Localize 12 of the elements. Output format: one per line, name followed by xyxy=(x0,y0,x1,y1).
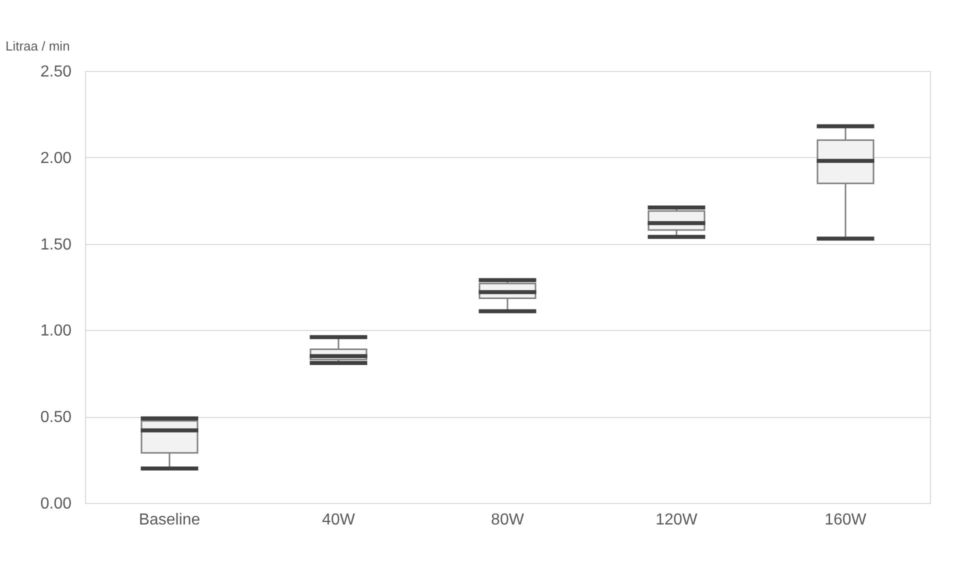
y-tick-label: 0.50 xyxy=(40,409,72,426)
y-tick-label: 2.50 xyxy=(40,64,72,80)
y-axis-title: Litraa / min xyxy=(6,38,70,54)
y-tick-label: 1.00 xyxy=(40,322,72,340)
x-tick-label: 40W xyxy=(322,512,356,528)
y-tick-label: 2.00 xyxy=(40,150,72,167)
x-tick-label: 160W xyxy=(824,512,868,528)
y-tick-label: 0.00 xyxy=(40,496,72,512)
x-tick-label: 120W xyxy=(656,512,698,528)
x-tick-label: Baseline xyxy=(138,512,200,528)
x-tick-label: 80W xyxy=(491,512,525,528)
y-tick-label: 1.50 xyxy=(40,236,72,254)
